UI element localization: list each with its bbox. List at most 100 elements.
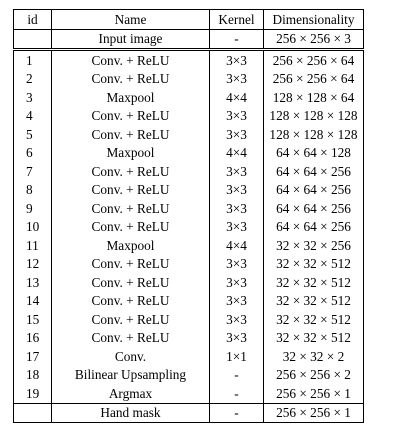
table-row: 5 Conv. + ReLU 3×3 128 × 128 × 128 <box>13 125 364 144</box>
layer-dim-cell: 32 × 32 × 256 <box>263 236 364 255</box>
table-row: 19 Argmax -256 × 256 × 1 <box>13 384 364 404</box>
layer-id-cell: 4 <box>13 106 52 125</box>
layer-id-cell: 2 <box>13 69 52 88</box>
table-row: 8 Conv. + ReLU 3×3 64 × 64 × 256 <box>13 180 364 199</box>
layer-id-cell: 7 <box>13 162 52 181</box>
table-row: 2 Conv. + ReLU 3×3 256 × 256 × 64 <box>13 69 364 88</box>
layer-name-cell: Conv. + ReLU <box>51 291 210 310</box>
layer-kernel-cell: 3×3 <box>209 310 264 329</box>
input-dim-cell: 256 × 256 × 3 <box>263 28 364 51</box>
table-row: 9 Conv. + ReLU 3×3 64 × 64 × 256 <box>13 199 364 218</box>
table-row: 15 Conv. + ReLU 3×3 32 × 32 × 512 <box>13 310 364 329</box>
layer-dim-cell: 64 × 64 × 256 <box>263 162 364 181</box>
layer-kernel-cell: 3×3 <box>209 125 264 144</box>
layer-name-cell: Maxpool <box>51 88 210 107</box>
layer-kernel-cell: 3×3 <box>209 69 264 88</box>
network-architecture-table: id Name Kernel Dimensionality Input imag… <box>13 9 364 423</box>
table-row: 6 Maxpool 4×4 64 × 64 × 128 <box>13 143 364 162</box>
output-id-cell <box>13 402 52 423</box>
table-row: 18 Bilinear Upsampling -256 × 256 × 2 <box>13 365 364 384</box>
layer-name-cell: Maxpool <box>51 143 210 162</box>
layer-kernel-cell: 3×3 <box>209 217 264 236</box>
layer-kernel-cell: 3×3 <box>209 162 264 181</box>
layer-dim-cell: 256 × 256 × 2 <box>263 365 364 384</box>
layer-id-cell: 17 <box>13 347 52 366</box>
layer-id-cell: 3 <box>13 88 52 107</box>
layer-name-cell: Conv. + ReLU <box>51 162 210 181</box>
output-kernel-cell: - <box>209 402 264 423</box>
layer-id-cell: 13 <box>13 273 52 292</box>
layer-dim-cell: 32 × 32 × 512 <box>263 328 364 347</box>
layer-kernel-cell: 3×3 <box>209 49 264 70</box>
table-row: 4 Conv. + ReLU 3×3 128 × 128 × 128 <box>13 106 364 125</box>
table-row: 11 Maxpool 4×4 32 × 32 × 256 <box>13 236 364 255</box>
input-row: Input image - 256 × 256 × 3 <box>13 28 364 51</box>
layer-dim-cell: 32 × 32 × 512 <box>263 291 364 310</box>
layer-dim-cell: 128 × 128 × 128 <box>263 106 364 125</box>
layer-kernel-cell: 1×1 <box>209 347 264 366</box>
layer-id-cell: 1 <box>13 49 52 70</box>
layer-name-cell: Conv. + ReLU <box>51 49 210 70</box>
layer-name-cell: Conv. + ReLU <box>51 180 210 199</box>
table-row: 14 Conv. + ReLU 3×3 32 × 32 × 512 <box>13 291 364 310</box>
output-row: Hand mask - 256 × 256 × 1 <box>13 402 364 423</box>
layer-kernel-cell: - <box>209 384 264 404</box>
table-row: 13 Conv. + ReLU 3×3 32 × 32 × 512 <box>13 273 364 292</box>
layer-dim-cell: 256 × 256 × 1 <box>263 384 364 404</box>
layer-kernel-cell: 4×4 <box>209 88 264 107</box>
layer-kernel-cell: 3×3 <box>209 199 264 218</box>
layer-kernel-cell: 3×3 <box>209 106 264 125</box>
layer-id-cell: 8 <box>13 180 52 199</box>
layer-id-cell: 14 <box>13 291 52 310</box>
layer-dim-cell: 128 × 128 × 128 <box>263 125 364 144</box>
layer-id-cell: 12 <box>13 254 52 273</box>
layer-dim-cell: 256 × 256 × 64 <box>263 49 364 70</box>
layer-name-cell: Conv. + ReLU <box>51 106 210 125</box>
input-kernel-cell: - <box>209 28 264 51</box>
header-id: id <box>13 9 52 30</box>
output-name-cell: Hand mask <box>51 402 210 423</box>
layer-dim-cell: 32 × 32 × 2 <box>263 347 364 366</box>
layer-kernel-cell: 4×4 <box>209 143 264 162</box>
layer-dim-cell: 64 × 64 × 128 <box>263 143 364 162</box>
table-row: 17 Conv. 1×1 32 × 32 × 2 <box>13 347 364 366</box>
header-dimensionality: Dimensionality <box>263 9 364 30</box>
table-row: 16 Conv. + ReLU 3×3 32 × 32 × 512 <box>13 328 364 347</box>
layer-name-cell: Conv. + ReLU <box>51 273 210 292</box>
table-row: 7 Conv. + ReLU 3×3 64 × 64 × 256 <box>13 162 364 181</box>
input-name-cell: Input image <box>51 28 210 51</box>
table-row: 12 Conv. + ReLU 3×3 32 × 32 × 512 <box>13 254 364 273</box>
layer-id-cell: 6 <box>13 143 52 162</box>
layer-name-cell: Conv. + ReLU <box>51 125 210 144</box>
layer-name-cell: Conv. + ReLU <box>51 328 210 347</box>
layer-id-cell: 19 <box>13 384 52 404</box>
table-row: 3 Maxpool 4×4 128 × 128 × 64 <box>13 88 364 107</box>
layer-kernel-cell: 3×3 <box>209 273 264 292</box>
table-row: 1 Conv. + ReLU 3×3 256 × 256 × 64 <box>13 49 364 70</box>
input-id-cell <box>13 28 52 51</box>
layer-kernel-cell: 3×3 <box>209 328 264 347</box>
layer-dim-cell: 128 × 128 × 64 <box>263 88 364 107</box>
layer-dim-cell: 256 × 256 × 64 <box>263 69 364 88</box>
layer-name-cell: Conv. + ReLU <box>51 199 210 218</box>
header-kernel: Kernel <box>209 9 264 30</box>
layer-dim-cell: 64 × 64 × 256 <box>263 217 364 236</box>
layer-name-cell: Conv. <box>51 347 210 366</box>
layer-id-cell: 10 <box>13 217 52 236</box>
layer-dim-cell: 64 × 64 × 256 <box>263 199 364 218</box>
layer-kernel-cell: - <box>209 365 264 384</box>
layer-name-cell: Conv. + ReLU <box>51 217 210 236</box>
layer-id-cell: 11 <box>13 236 52 255</box>
layer-dim-cell: 32 × 32 × 512 <box>263 273 364 292</box>
header-name: Name <box>51 9 210 30</box>
layer-name-cell: Conv. + ReLU <box>51 254 210 273</box>
layer-id-cell: 15 <box>13 310 52 329</box>
layer-kernel-cell: 4×4 <box>209 236 264 255</box>
layer-name-cell: Maxpool <box>51 236 210 255</box>
layer-id-cell: 16 <box>13 328 52 347</box>
layer-name-cell: Argmax <box>51 384 210 404</box>
table-row: 10 Conv. + ReLU 3×3 64 × 64 × 256 <box>13 217 364 236</box>
layer-kernel-cell: 3×3 <box>209 180 264 199</box>
layer-dim-cell: 32 × 32 × 512 <box>263 310 364 329</box>
output-dim-cell: 256 × 256 × 1 <box>263 402 364 423</box>
